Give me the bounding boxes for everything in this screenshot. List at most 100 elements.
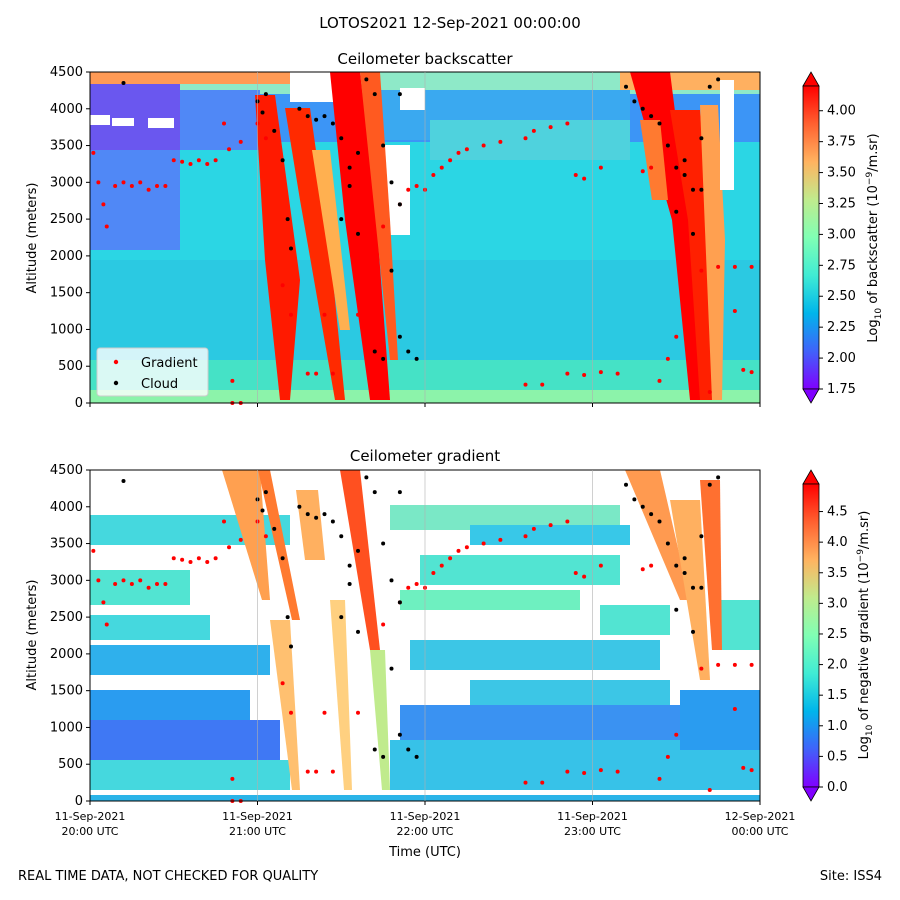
cloud-point — [347, 165, 352, 170]
x-tick-label-date: 11-Sep-2021 — [390, 810, 461, 823]
gradient-point — [305, 769, 310, 774]
gradient-point — [540, 780, 545, 785]
gradient-point — [138, 180, 143, 185]
cloud-point — [397, 334, 402, 339]
y-tick-label: 4000 — [50, 102, 83, 117]
x-tick-label-date: 11-Sep-2021 — [222, 810, 293, 823]
cloud-point — [691, 585, 695, 590]
cloud-point — [624, 482, 628, 487]
y-tick-label: 2000 — [50, 249, 83, 264]
colorbar-backscatter: 1.75 2.00 2.25 2.50 2.75 3.00 3.25 3.50 3.75 4.00… — [802, 71, 884, 404]
gradient-point — [565, 519, 570, 524]
cloud-point — [285, 615, 290, 620]
x-tick-label-time: 23:00 UTC — [564, 825, 621, 838]
cloud-point — [389, 180, 394, 185]
gradient-point — [649, 165, 654, 170]
gradient-point — [565, 769, 570, 774]
cloud-point — [657, 121, 662, 126]
cloud-point — [699, 534, 704, 539]
cloud-point — [339, 136, 344, 141]
gradient-point — [213, 158, 218, 163]
y-tick-label: 2500 — [50, 610, 83, 625]
legend-label-cloud: Cloud — [141, 377, 178, 392]
cloud-point — [339, 615, 344, 620]
gradient-point — [598, 370, 603, 375]
x-axis-top — [89, 72, 761, 407]
cloud-point — [330, 519, 335, 524]
gradient-point — [263, 136, 268, 141]
y-tick-label: 1000 — [50, 720, 83, 735]
gradient-point — [104, 224, 109, 229]
gradient-point — [121, 180, 126, 185]
gradient-point — [406, 187, 411, 192]
colorbar-tick-label: 2.0 — [827, 658, 848, 673]
y-tick-label: 3000 — [50, 175, 83, 190]
cloud-points-bottom — [121, 475, 721, 759]
gradient-point — [439, 563, 444, 568]
colorbar-tick-label: 0.5 — [827, 749, 848, 764]
gradient-point — [146, 585, 151, 590]
cloud-point — [397, 92, 402, 97]
gradient-point — [481, 143, 486, 148]
quality-disclaimer: REAL TIME DATA, NOT CHECKED FOR QUALITY — [18, 869, 319, 884]
gradient-point — [707, 787, 712, 792]
gradient-point — [188, 559, 193, 564]
gradient-point — [456, 548, 461, 553]
cloud-point — [414, 356, 419, 361]
gradient-point — [439, 165, 444, 170]
gradient-point — [732, 264, 737, 269]
panel-backscatter: Ceilometer backscatter — [25, 50, 884, 411]
colorbar-tick-label: 1.5 — [827, 688, 848, 703]
gradient-point — [523, 534, 528, 539]
cloud-point — [406, 349, 411, 354]
legend-marker-gradient — [113, 359, 119, 365]
x-axis-bottom: 11-Sep-2021 20:00 UTC 11-Sep-2021 21:00 UTC… — [55, 470, 795, 838]
colorbar-tick-label: 4.5 — [827, 505, 848, 520]
cloud-point — [389, 666, 394, 671]
colorbar-tick-label: 4.0 — [827, 535, 848, 550]
gradient-point — [238, 139, 243, 144]
gradient-point — [155, 184, 159, 189]
cloud-point — [372, 747, 377, 752]
colorbar-label-gradient: Log10 of negative gradient (10−9/m.sr) — [856, 511, 875, 760]
gradient-point — [699, 268, 704, 273]
cloud-point — [682, 172, 687, 177]
cloud-point — [322, 512, 327, 517]
colorbar-tick-label: 1.75 — [827, 382, 856, 397]
y-tick-label: 4500 — [50, 65, 83, 80]
cloud-point — [674, 209, 679, 214]
y-axis-top: 0 500 1000 1500 2000 2500 3000 3500 4000 4500 — [50, 65, 90, 411]
gradient-point — [280, 681, 285, 686]
gradient-point — [91, 548, 96, 553]
cloud-point — [272, 526, 277, 531]
cloud-point — [260, 508, 265, 513]
cloud-point — [372, 490, 377, 495]
y-tick-label: 500 — [58, 757, 83, 772]
cloud-point — [397, 732, 402, 737]
cloud-point — [649, 114, 654, 119]
cloud-point — [372, 92, 377, 97]
gradient-point — [230, 378, 235, 383]
x-tick-label-date: 11-Sep-2021 — [557, 810, 628, 823]
cloud-point — [339, 217, 344, 222]
gradient-point — [431, 172, 436, 177]
cloud-point — [699, 585, 704, 590]
gradient-point — [732, 707, 737, 712]
gradient-point — [314, 769, 319, 774]
cloud-point — [285, 217, 290, 222]
cloud-point — [356, 548, 360, 553]
cloud-point — [414, 754, 419, 759]
cloud-point — [716, 77, 721, 82]
x-tick-label-time: 22:00 UTC — [396, 825, 453, 838]
cloud-point — [289, 246, 293, 251]
cloud-point — [263, 490, 268, 495]
y-tick-label: 2500 — [50, 212, 83, 227]
gradient-point — [406, 585, 411, 590]
y-axis-label-top: Altitude (meters) — [25, 183, 40, 294]
y-tick-label: 1500 — [50, 684, 83, 699]
gradient-point — [640, 567, 645, 572]
gradient-point — [665, 754, 670, 759]
cloud-point — [280, 158, 285, 163]
cloud-point — [406, 747, 411, 752]
cloud-point — [682, 158, 687, 163]
